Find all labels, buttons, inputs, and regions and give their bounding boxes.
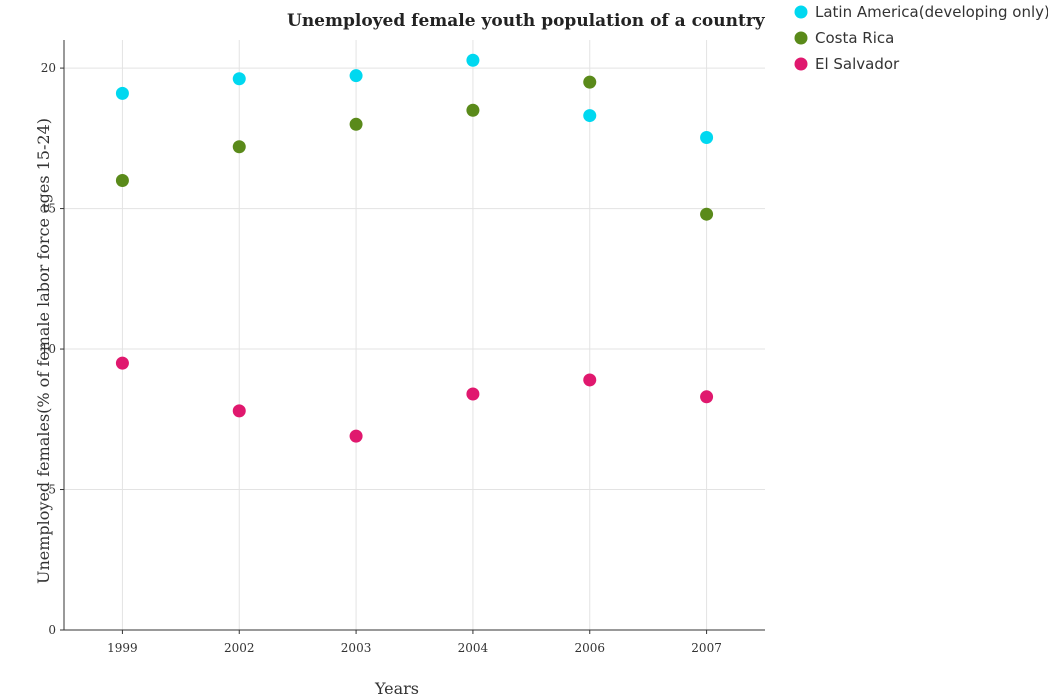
point-el-salvador-1999 — [115, 356, 129, 370]
y-tick-label: 15 — [41, 202, 56, 216]
point-el-salvador-2007 — [700, 390, 714, 404]
point-el-salvador-2002 — [232, 404, 246, 418]
point-costa-rica-1999 — [115, 173, 129, 187]
y-tick-label: 10 — [41, 342, 56, 356]
x-tick-label: 2007 — [691, 641, 722, 655]
point-el-salvador-2004 — [466, 387, 480, 401]
axes: 0 5 10 15 20 1999 2002 2003 2004 2006 2007 — [41, 40, 765, 655]
x-tick-label: 1999 — [107, 641, 138, 655]
x-tick-label: 2003 — [341, 641, 372, 655]
y-tick-label: 20 — [41, 61, 56, 75]
x-axis-title: Years — [374, 679, 419, 698]
legend-label: Latin America(developing only) — [815, 3, 1048, 21]
point-latin-america-developing-only-2002 — [232, 72, 246, 86]
y-tick-label: 5 — [48, 483, 56, 497]
legend-label: Costa Rica — [815, 29, 894, 47]
grid — [64, 40, 765, 631]
point-costa-rica-2002 — [232, 140, 246, 154]
point-el-salvador-2003 — [349, 429, 363, 443]
point-latin-america-developing-only-1999 — [115, 86, 129, 100]
x-tick-label: 2006 — [574, 641, 605, 655]
data-points — [115, 53, 714, 443]
legend-marker — [794, 31, 808, 45]
y-tick-label: 0 — [48, 623, 56, 637]
point-latin-america-developing-only-2007 — [700, 130, 714, 144]
point-costa-rica-2004 — [466, 103, 480, 117]
point-el-salvador-2006 — [583, 373, 597, 387]
legend: Latin America(developing only) Costa Rica… — [794, 3, 1048, 73]
point-costa-rica-2006 — [583, 75, 597, 89]
point-costa-rica-2003 — [349, 117, 363, 131]
point-latin-america-developing-only-2003 — [349, 69, 363, 83]
point-latin-america-developing-only-2006 — [583, 109, 597, 123]
x-tick-label: 2004 — [458, 641, 489, 655]
legend-label: El Salvador — [815, 55, 900, 73]
legend-marker — [794, 5, 808, 19]
y-axis-title: Unemployed females(% of female labor for… — [34, 118, 53, 584]
legend-marker — [794, 57, 808, 71]
x-tick-label: 2002 — [224, 641, 255, 655]
chart-title: Unemployed female youth population of a … — [287, 11, 766, 31]
point-costa-rica-2007 — [700, 207, 714, 221]
point-latin-america-developing-only-2004 — [466, 53, 480, 67]
